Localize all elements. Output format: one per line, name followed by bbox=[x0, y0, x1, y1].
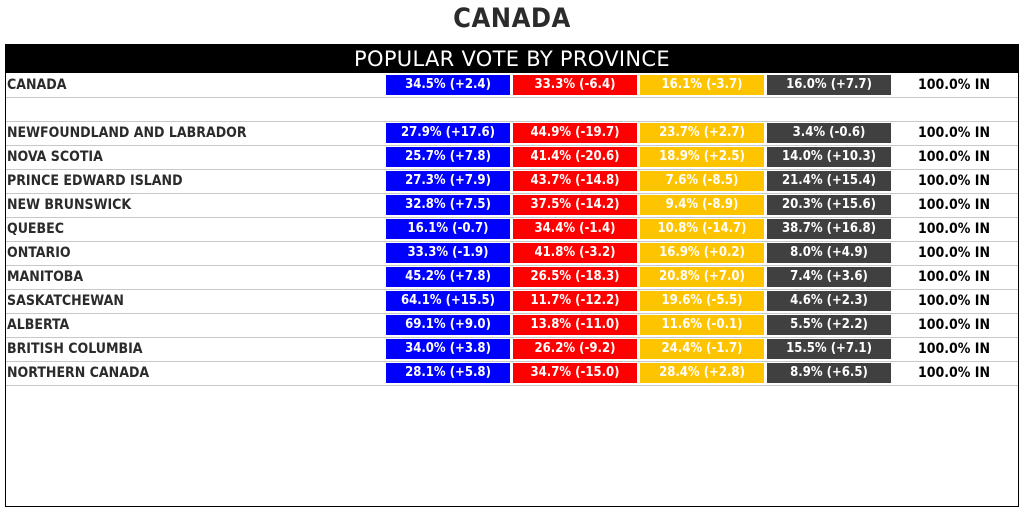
reporting-status: 100.0% IN bbox=[917, 125, 991, 141]
reporting-status: 100.0% IN bbox=[917, 317, 991, 333]
party-2-result: 37.5% (-14.2) bbox=[513, 195, 637, 215]
party-4-result: 8.0% (+4.9) bbox=[767, 243, 891, 263]
party-1-result: 28.1% (+5.8) bbox=[386, 363, 510, 383]
party-1-result: 64.1% (+15.5) bbox=[386, 291, 510, 311]
reporting-status: 100.0% IN bbox=[917, 341, 991, 357]
party-3-result: 24.4% (-1.7) bbox=[640, 339, 764, 359]
region-name: CANADA bbox=[7, 77, 67, 93]
province-row: NOVA SCOTIA 25.7% (+7.8) 41.4% (-20.6) 18.9… bbox=[6, 145, 1018, 170]
province-row: MANITOBA 45.2% (+7.8) 26.5% (-18.3) 20.8% (… bbox=[6, 265, 1018, 290]
party-4-result: 4.6% (+2.3) bbox=[767, 291, 891, 311]
results-panel: POPULAR VOTE BY PROVINCE CANADA 34.5% (+… bbox=[5, 44, 1019, 507]
party-3-result: 19.6% (-5.5) bbox=[640, 291, 764, 311]
reporting-status: 100.0% IN bbox=[917, 197, 991, 213]
party-1-result: 27.9% (+17.6) bbox=[386, 123, 510, 143]
party-4-result: 20.3% (+15.6) bbox=[767, 195, 891, 215]
party-3-result: 7.6% (-8.5) bbox=[640, 171, 764, 191]
region-name: BRITISH COLUMBIA bbox=[7, 341, 143, 357]
party-1-result: 69.1% (+9.0) bbox=[386, 315, 510, 335]
party-1-result: 16.1% (-0.7) bbox=[386, 219, 510, 239]
panel-title: POPULAR VOTE BY PROVINCE bbox=[6, 45, 1018, 73]
province-row: ALBERTA 69.1% (+9.0) 13.8% (-11.0) 11.6% (-… bbox=[6, 313, 1018, 338]
reporting-status: 100.0% IN bbox=[917, 365, 991, 381]
region-name: SASKATCHEWAN bbox=[7, 293, 124, 309]
page-title: CANADA bbox=[453, 3, 571, 34]
region-name: MANITOBA bbox=[7, 269, 84, 285]
party-4-result: 5.5% (+2.2) bbox=[767, 315, 891, 335]
province-row: NEWFOUNDLAND AND LABRADOR 27.9% (+17.6) 44… bbox=[6, 121, 1018, 146]
party-4-result: 7.4% (+3.6) bbox=[767, 267, 891, 287]
party-3-result: 23.7% (+2.7) bbox=[640, 123, 764, 143]
region-name: NEW BRUNSWICK bbox=[7, 197, 132, 213]
party-4-result: 38.7% (+16.8) bbox=[767, 219, 891, 239]
party-2-result: 34.7% (-15.0) bbox=[513, 363, 637, 383]
reporting-status: 100.0% IN bbox=[917, 293, 991, 309]
party-4-result: 15.5% (+7.1) bbox=[767, 339, 891, 359]
party-2-result: 26.2% (-9.2) bbox=[513, 339, 637, 359]
province-row: ONTARIO 33.3% (-1.9) 41.8% (-3.2) 16.9% (+0… bbox=[6, 241, 1018, 266]
party-1-result: 45.2% (+7.8) bbox=[386, 267, 510, 287]
region-name: QUEBEC bbox=[7, 221, 64, 237]
party-4-result: 14.0% (+10.3) bbox=[767, 147, 891, 167]
party-3-result: 10.8% (-14.7) bbox=[640, 219, 764, 239]
province-row: NEW BRUNSWICK 32.8% (+7.5) 37.5% (-14.2) 9.… bbox=[6, 193, 1018, 218]
party-2-result: 11.7% (-12.2) bbox=[513, 291, 637, 311]
party-4-result: 16.0% (+7.7) bbox=[767, 75, 891, 95]
region-name: ALBERTA bbox=[7, 317, 70, 333]
party-1-result: 25.7% (+7.8) bbox=[386, 147, 510, 167]
reporting-status: 100.0% IN bbox=[917, 221, 991, 237]
reporting-status: 100.0% IN bbox=[917, 173, 991, 189]
region-name: ONTARIO bbox=[7, 245, 71, 261]
reporting-status: 100.0% IN bbox=[917, 269, 991, 285]
party-2-result: 44.9% (-19.7) bbox=[513, 123, 637, 143]
party-2-result: 13.8% (-11.0) bbox=[513, 315, 637, 335]
region-name: NOVA SCOTIA bbox=[7, 149, 103, 165]
party-2-result: 26.5% (-18.3) bbox=[513, 267, 637, 287]
spacer-row bbox=[6, 97, 1018, 122]
party-2-result: 41.8% (-3.2) bbox=[513, 243, 637, 263]
party-3-result: 20.8% (+7.0) bbox=[640, 267, 764, 287]
region-name: NEWFOUNDLAND AND LABRADOR bbox=[7, 125, 247, 141]
party-2-result: 41.4% (-20.6) bbox=[513, 147, 637, 167]
reporting-status: 100.0% IN bbox=[917, 149, 991, 165]
party-3-result: 16.1% (-3.7) bbox=[640, 75, 764, 95]
region-name: NORTHERN CANADA bbox=[7, 365, 150, 381]
reporting-status: 100.0% IN bbox=[917, 245, 991, 261]
province-row: QUEBEC 16.1% (-0.7) 34.4% (-1.4) 10.8% (-14… bbox=[6, 217, 1018, 242]
party-3-result: 11.6% (-0.1) bbox=[640, 315, 764, 335]
party-3-result: 18.9% (+2.5) bbox=[640, 147, 764, 167]
national-row: CANADA 34.5% (+2.4) 33.3% (-6.4) 16.1% (… bbox=[6, 73, 1018, 98]
province-row: BRITISH COLUMBIA 34.0% (+3.8) 26.2% (-9.2)… bbox=[6, 337, 1018, 362]
party-1-result: 34.0% (+3.8) bbox=[386, 339, 510, 359]
party-2-result: 34.4% (-1.4) bbox=[513, 219, 637, 239]
reporting-status: 100.0% IN bbox=[917, 77, 991, 93]
party-1-result: 27.3% (+7.9) bbox=[386, 171, 510, 191]
region-name: PRINCE EDWARD ISLAND bbox=[7, 173, 183, 189]
party-4-result: 8.9% (+6.5) bbox=[767, 363, 891, 383]
party-2-result: 43.7% (-14.8) bbox=[513, 171, 637, 191]
party-4-result: 21.4% (+15.4) bbox=[767, 171, 891, 191]
province-row: NORTHERN CANADA 28.1% (+5.8) 34.7% (-15.0)… bbox=[6, 361, 1018, 386]
party-2-result: 33.3% (-6.4) bbox=[513, 75, 637, 95]
party-1-result: 33.3% (-1.9) bbox=[386, 243, 510, 263]
province-row: PRINCE EDWARD ISLAND 27.3% (+7.9) 43.7% (-… bbox=[6, 169, 1018, 194]
party-3-result: 16.9% (+0.2) bbox=[640, 243, 764, 263]
party-4-result: 3.4% (-0.6) bbox=[767, 123, 891, 143]
party-1-result: 34.5% (+2.4) bbox=[386, 75, 510, 95]
party-3-result: 28.4% (+2.8) bbox=[640, 363, 764, 383]
party-1-result: 32.8% (+7.5) bbox=[386, 195, 510, 215]
province-row: SASKATCHEWAN 64.1% (+15.5) 11.7% (-12.2) 19… bbox=[6, 289, 1018, 314]
party-3-result: 9.4% (-8.9) bbox=[640, 195, 764, 215]
